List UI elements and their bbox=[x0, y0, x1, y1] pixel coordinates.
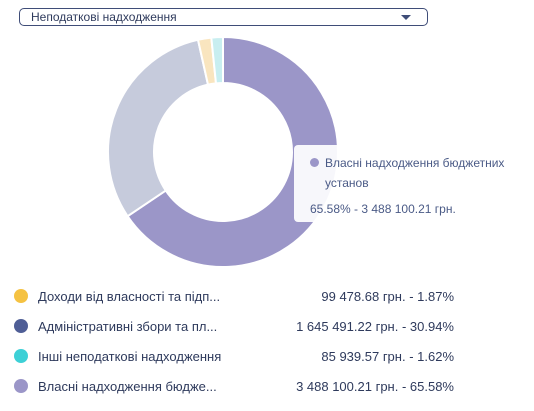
chevron-down-icon[interactable] bbox=[401, 15, 411, 20]
legend-color-dot bbox=[14, 379, 28, 393]
donut-slice[interactable] bbox=[210, 35, 224, 85]
legend-item[interactable]: Адміністративні збори та пл... 1 645 491… bbox=[14, 315, 454, 345]
donut-slice[interactable] bbox=[107, 38, 210, 218]
legend-item-value: 99 478.68 грн. - 1.87% bbox=[321, 289, 454, 304]
legend-item-value: 1 645 491.22 грн. - 30.94% bbox=[296, 319, 454, 334]
legend-item[interactable]: Доходи від власності та підп... 99 478.6… bbox=[14, 285, 454, 315]
chart-legend: Доходи від власності та підп... 99 478.6… bbox=[14, 285, 454, 405]
legend-color-dot bbox=[14, 349, 28, 363]
legend-item[interactable]: Інші неподаткові надходження 85 939.57 г… bbox=[14, 345, 454, 375]
legend-item-value: 85 939.57 грн. - 1.62% bbox=[321, 349, 454, 364]
revenue-type-select-value: Неподаткові надходження bbox=[31, 10, 177, 24]
legend-item-name: Адміністративні збори та пл... bbox=[38, 319, 218, 334]
legend-item-value: 3 488 100.21 грн. - 65.58% bbox=[296, 379, 454, 394]
tooltip-color-dot bbox=[310, 158, 319, 167]
revenue-type-select[interactable]: Неподаткові надходження bbox=[19, 8, 428, 26]
legend-item-name: Інші неподаткові надходження bbox=[38, 349, 222, 364]
chart-tooltip: Власні надходження бюджетних установ 65.… bbox=[294, 145, 534, 222]
tooltip-value: 65.58% - 3 488 100.21 грн. bbox=[310, 202, 456, 216]
donut-slice[interactable] bbox=[126, 35, 339, 268]
legend-color-dot bbox=[14, 319, 28, 333]
legend-item-name: Власні надходження бюдже... bbox=[38, 379, 217, 394]
legend-item-name: Доходи від власності та підп... bbox=[38, 289, 221, 304]
tooltip-series-name: Власні надходження бюджетних установ bbox=[325, 156, 505, 190]
legend-item[interactable]: Власні надходження бюдже... 3 488 100.21… bbox=[14, 375, 454, 405]
legend-color-dot bbox=[14, 289, 28, 303]
